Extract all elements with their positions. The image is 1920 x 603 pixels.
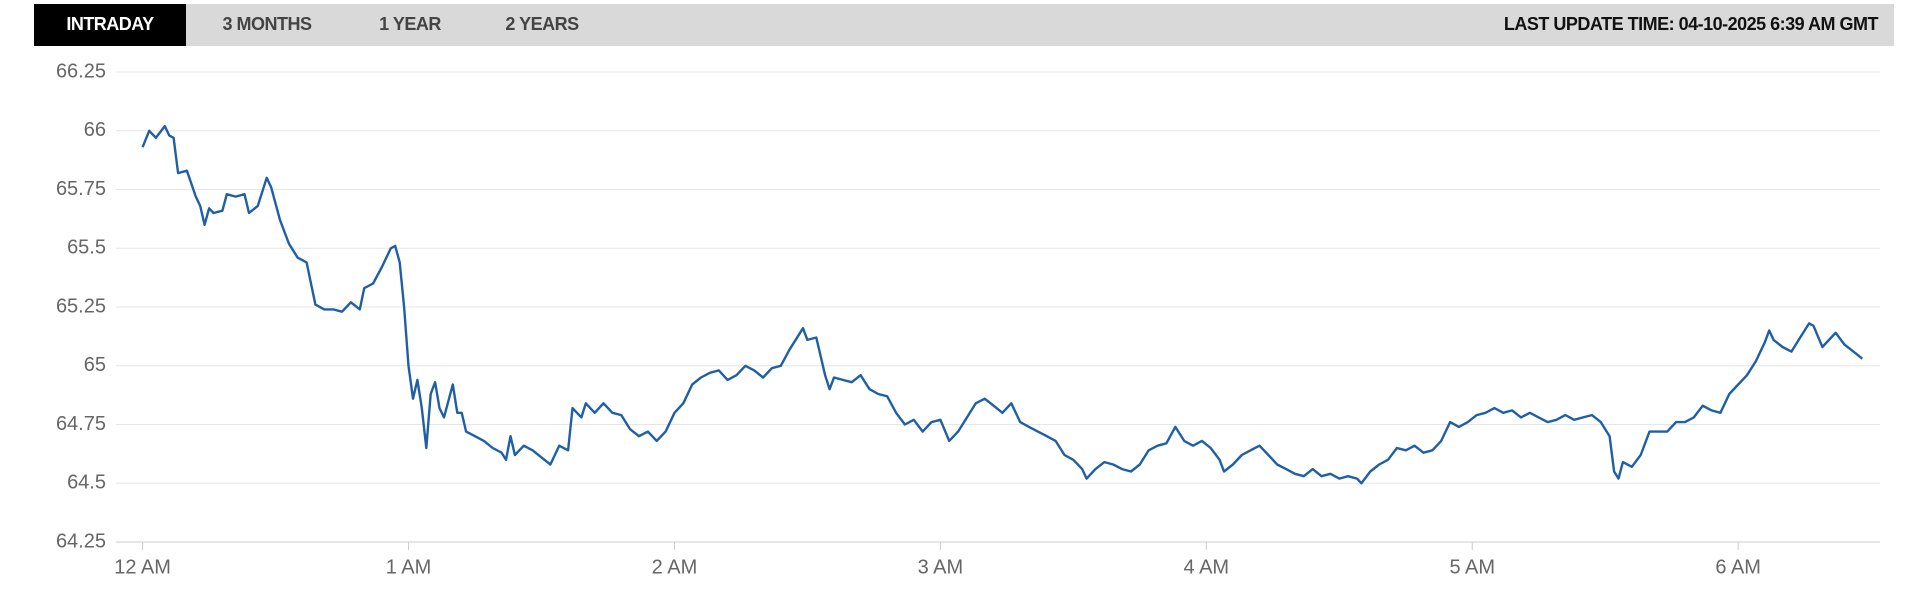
x-tick-label: 1 AM xyxy=(386,556,432,578)
y-tick-label: 65.75 xyxy=(56,178,106,200)
active-tab-bg xyxy=(34,4,186,46)
x-tick-label: 2 AM xyxy=(652,556,698,578)
x-tick-label: 5 AM xyxy=(1449,556,1495,578)
tab[interactable]: 3 MONTHS xyxy=(222,14,312,34)
y-tick-label: 66.25 xyxy=(56,60,106,82)
x-tick-label: 6 AM xyxy=(1715,556,1761,578)
x-tick-label: 12 AM xyxy=(114,556,171,578)
y-tick-label: 65.5 xyxy=(67,237,106,259)
tab[interactable]: 1 YEAR xyxy=(379,14,442,34)
tab[interactable]: INTRADAY xyxy=(66,14,154,34)
tab[interactable]: 2 YEARS xyxy=(505,14,579,34)
last-update: LAST UPDATE TIME: 04-10-2025 6:39 AM GMT xyxy=(1504,14,1879,34)
tab-bar xyxy=(34,4,1894,46)
y-tick-label: 65 xyxy=(84,354,106,376)
y-tick-label: 64.25 xyxy=(56,530,106,552)
y-tick-label: 64.75 xyxy=(56,413,106,435)
y-tick-label: 65.25 xyxy=(56,295,106,317)
x-tick-label: 3 AM xyxy=(918,556,964,578)
y-tick-label: 66 xyxy=(84,119,106,141)
y-tick-label: 64.5 xyxy=(67,472,106,494)
price-line xyxy=(141,124,1864,485)
x-tick-label: 4 AM xyxy=(1184,556,1230,578)
